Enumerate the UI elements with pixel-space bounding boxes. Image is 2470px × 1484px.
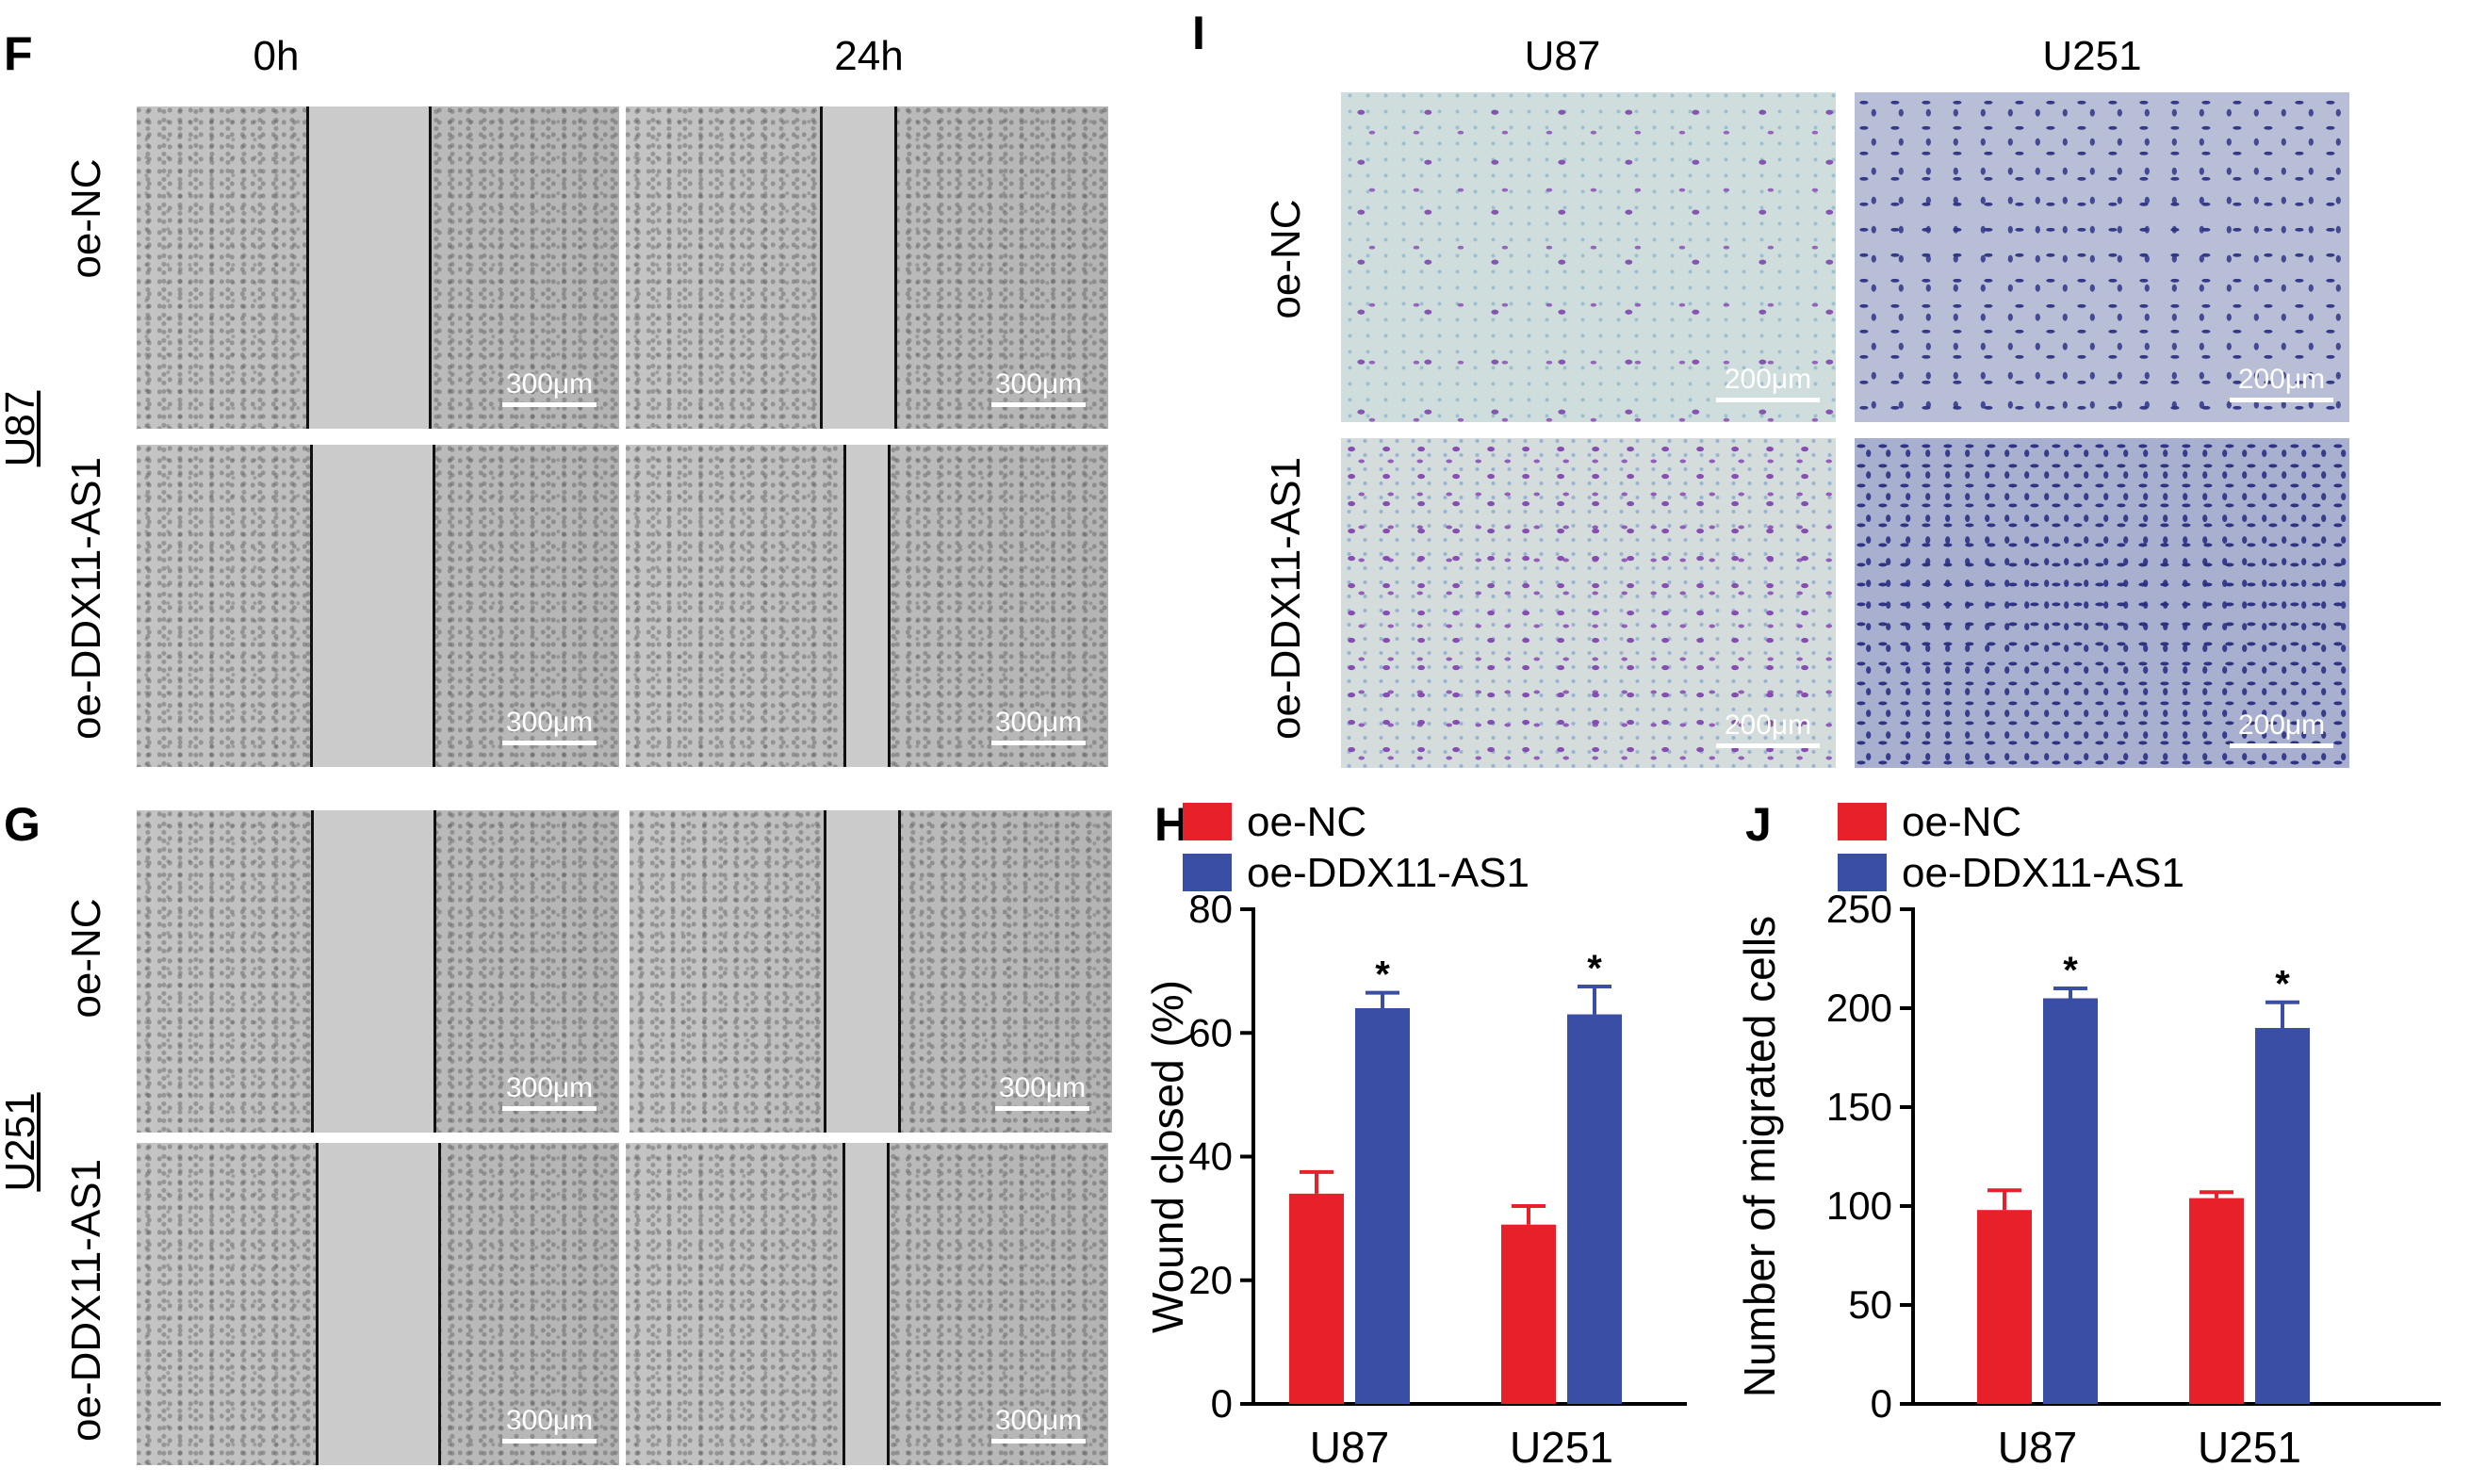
scale-bar: 300μm	[502, 709, 597, 745]
y-tick-label: 100	[1826, 1183, 1892, 1228]
bar-oe-ddx11-as1-u251	[1567, 1014, 1622, 1404]
scale-bar: 200μm	[2230, 366, 2333, 402]
x-tick-label-u251: U251	[2198, 1423, 2301, 1472]
y-tick-label: 80	[1188, 887, 1233, 931]
y-tick-label: 40	[1188, 1134, 1233, 1179]
scale-bar: 300μm	[991, 1407, 1086, 1443]
panel-label-g: G	[4, 798, 41, 851]
x-tick-label-u87: U87	[1310, 1423, 1389, 1472]
y-tick-label: 50	[1848, 1282, 1892, 1327]
micrograph-transwell-u87-nc: 200μm	[1341, 92, 1836, 422]
micrograph-u251-nc-24h: 300μm	[630, 810, 1112, 1133]
significance-mark: *	[1375, 954, 1390, 996]
row-label-oe-ddx11-u87: oe-DDX11-AS1	[63, 457, 109, 740]
micrograph-u87-nc-0h: 300μm	[137, 106, 619, 429]
scale-bar: 300μm	[995, 1074, 1089, 1111]
y-tick-label: 20	[1188, 1258, 1233, 1302]
bar-oe-ddx11-as1-u87	[2043, 998, 2098, 1404]
scale-bar: 300μm	[502, 1074, 597, 1111]
legend-swatch-oe-ddx11-as1	[1183, 854, 1232, 891]
bar-oe-nc-u251	[2189, 1198, 2244, 1404]
scale-bar: 200μm	[1716, 366, 1820, 402]
micrograph-transwell-u87-oe: 200μm	[1341, 438, 1836, 768]
x-tick-label-u251: U251	[1510, 1423, 1613, 1472]
micrograph-u87-nc-24h: 300μm	[626, 106, 1108, 429]
col-title-0h: 0h	[253, 33, 300, 79]
bar-oe-ddx11-as1-u251	[2255, 1028, 2310, 1404]
significance-mark: *	[2275, 964, 2290, 1005]
scale-bar: 300μm	[991, 709, 1086, 745]
row-label-oe-nc-u87: oe-NC	[63, 158, 109, 279]
panel-label-f: F	[4, 27, 33, 80]
y-tick-label: 0	[1211, 1381, 1233, 1426]
micrograph-transwell-u251-oe: 200μm	[1855, 438, 2349, 768]
chart-migrated-cells: 0 50 100 150 200 250 Number of migrated cells *…	[1735, 799, 2441, 1472]
micrograph-u251-oe-0h: 300μm	[137, 1143, 619, 1465]
col-title-24h: 24h	[834, 33, 904, 79]
x-tick-label-u87: U87	[1998, 1423, 2077, 1472]
bar-oe-ddx11-as1-u87	[1355, 1008, 1410, 1404]
scale-bar: 300μm	[502, 370, 597, 407]
y-tick-label: 200	[1826, 986, 1892, 1030]
legend-swatch-oe-nc	[1183, 803, 1232, 840]
legend-label-oe-nc: oe-NC	[1247, 799, 1366, 845]
bar-oe-nc-u251	[1501, 1224, 1556, 1404]
cell-line-label-u251: U251	[0, 1092, 43, 1192]
row-label-oe-nc-u251: oe-NC	[63, 898, 109, 1019]
cell-line-label-u87: U87	[0, 390, 43, 467]
legend-label-oe-ddx11-as1: oe-DDX11-AS1	[1902, 850, 2184, 896]
y-tick-label: 0	[1871, 1381, 1892, 1426]
panel-label-i: I	[1192, 7, 1205, 59]
micrograph-transwell-u251-nc: 200μm	[1855, 92, 2349, 422]
scale-bar: 200μm	[1716, 711, 1820, 748]
col-title-u87: U87	[1524, 33, 1601, 79]
panel-label-j: J	[1745, 798, 1772, 851]
micrograph-u251-oe-24h: 300μm	[626, 1143, 1108, 1465]
row-label-oe-ddx11-u251: oe-DDX11-AS1	[63, 1159, 109, 1442]
legend-label-oe-ddx11-as1: oe-DDX11-AS1	[1247, 850, 1529, 896]
chart-wound-closed: 0 20 40 60 80 Wound closed (%) * U87 * U251 oe-NC o…	[1143, 799, 1687, 1472]
micrograph-u251-nc-0h: 300μm	[137, 810, 619, 1133]
significance-mark: *	[2063, 950, 2078, 991]
micrograph-u87-oe-24h: 300μm	[626, 445, 1108, 767]
legend-label-oe-nc: oe-NC	[1902, 799, 2021, 845]
scale-bar: 200μm	[2230, 711, 2333, 748]
micrograph-u87-oe-0h: 300μm	[137, 445, 619, 767]
legend-swatch-oe-ddx11-as1	[1838, 854, 1887, 891]
scale-bar: 300μm	[991, 370, 1086, 407]
legend-swatch-oe-nc	[1838, 803, 1887, 840]
y-axis-label: Wound closed (%)	[1143, 980, 1192, 1333]
significance-mark: *	[1587, 948, 1602, 989]
row-label-oe-nc-transwell: oe-NC	[1263, 199, 1309, 319]
y-tick-label: 250	[1826, 887, 1892, 931]
bar-oe-nc-u87	[1289, 1193, 1344, 1404]
bar-oe-nc-u87	[1977, 1210, 2032, 1404]
row-label-oe-ddx11-transwell: oe-DDX11-AS1	[1263, 457, 1309, 740]
y-tick-label: 60	[1188, 1010, 1233, 1054]
y-tick-label: 150	[1826, 1084, 1892, 1129]
y-axis-label: Number of migrated cells	[1735, 916, 1784, 1397]
col-title-u251: U251	[2042, 33, 2142, 79]
scale-bar: 300μm	[502, 1407, 597, 1443]
